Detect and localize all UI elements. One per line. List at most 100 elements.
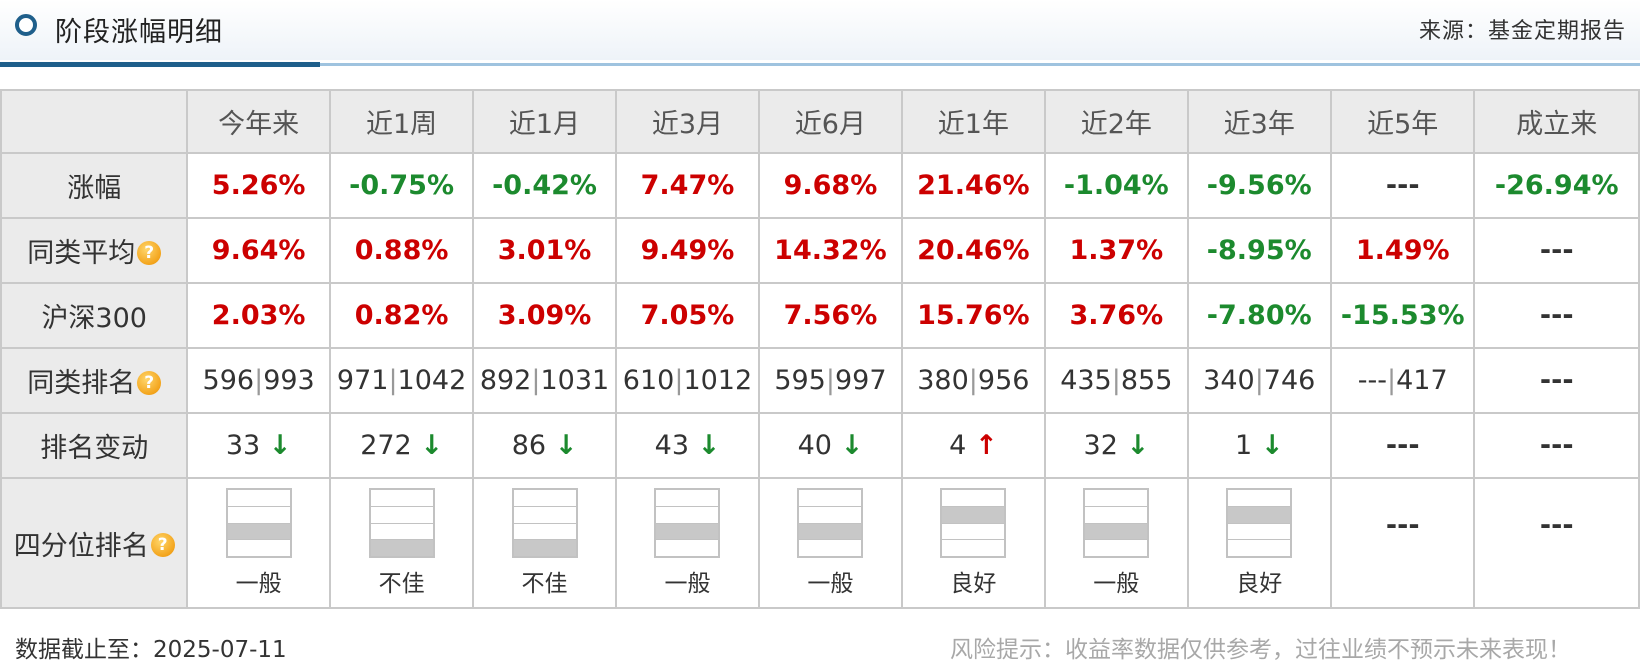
row-header-peer_rank: 同类排名? (0, 347, 189, 414)
rank-separator: | (254, 365, 264, 396)
rank-total: 417 (1396, 365, 1448, 396)
value-cell: 20.46% (900, 217, 1047, 284)
rank-change-value: 1 (1235, 430, 1253, 461)
quartile-label: 不佳 (521, 571, 568, 597)
value-cell: 2.03% (186, 282, 331, 349)
quartile-indicator (1083, 488, 1150, 558)
rank-change-cell: --- (1473, 412, 1640, 479)
value-cell: --- (1473, 282, 1640, 349)
percent-value: 0.88% (354, 235, 449, 266)
rank-separator: | (531, 365, 541, 396)
header-underline (320, 63, 1640, 66)
rank-change-value: 272 (360, 430, 412, 461)
rank-separator: | (825, 365, 835, 396)
arrow-up-icon: ↑ (974, 430, 998, 461)
value-cell: -0.75% (328, 152, 475, 219)
rank-change-value: 33 (225, 430, 261, 461)
column-header: 今年来 (186, 89, 331, 154)
value-cell: --- (1329, 152, 1476, 219)
quartile-segment (1228, 523, 1291, 541)
value-cell: 1.49% (1329, 217, 1476, 284)
rank-value: 595 (774, 365, 826, 396)
quartile-segment (1085, 506, 1148, 524)
percent-value: -1.04% (1063, 170, 1169, 201)
rank-cell: 340|746 (1186, 347, 1332, 414)
column-header: 近1月 (472, 89, 617, 154)
rank-change-cell: 272 ↓ (328, 412, 475, 479)
rank-change-cell: --- (1329, 412, 1476, 479)
quartile-label: 良好 (950, 571, 997, 597)
rank-separator: | (1254, 365, 1264, 396)
rank-change-cell: 4 ↑ (900, 412, 1047, 479)
percent-value: 7.47% (640, 170, 735, 201)
arrow-down-icon: ↓ (697, 430, 721, 461)
rank-separator: | (1111, 365, 1121, 396)
rank-value: 596 (202, 365, 255, 396)
percent-value: 20.46% (917, 235, 1030, 266)
rank-total: 993 (263, 365, 315, 396)
rank-change-value: 32 (1083, 430, 1118, 461)
quartile-segment (656, 523, 719, 541)
quartile-label: 一般 (807, 571, 854, 597)
value-cell: -15.53% (1329, 282, 1476, 349)
rank-separator: | (1387, 365, 1397, 396)
value-cell: -0.42% (472, 152, 617, 219)
rank-cell: 892|1031 (472, 347, 617, 414)
percent-value: 1.49% (1355, 235, 1450, 266)
column-header: 成立来 (1473, 89, 1640, 154)
quartile-indicator (225, 488, 292, 558)
help-icon[interactable]: ? (137, 240, 162, 265)
value-cell: -26.94% (1473, 152, 1640, 219)
row-header-quartile: 四分位排名? (0, 477, 189, 609)
column-header: 近2年 (1044, 89, 1189, 154)
rank-cell: ---|417 (1329, 347, 1476, 414)
quartile-label: 不佳 (378, 571, 425, 597)
quartile-label: 一般 (235, 571, 282, 597)
quartile-cell: 良好 (1186, 477, 1332, 609)
quartile-cell: 一般 (186, 477, 331, 609)
quartile-segment (799, 523, 862, 541)
value-cell: -7.80% (1186, 282, 1332, 349)
column-header: 近1周 (328, 89, 475, 154)
rank-value: 380 (917, 365, 969, 396)
rank-total: 1031 (540, 365, 610, 396)
value-cell: 3.09% (472, 282, 617, 349)
percent-value: 0.82% (354, 300, 449, 331)
percent-value: 21.46% (917, 170, 1030, 201)
column-header: 近5年 (1329, 89, 1476, 154)
rank-value: 892 (479, 365, 532, 396)
arrow-down-icon: ↓ (1260, 430, 1284, 461)
percent-value: -26.94% (1494, 170, 1619, 201)
arrow-down-icon: ↓ (554, 430, 578, 461)
quartile-cell: 良好 (900, 477, 1047, 609)
quartile-segment (513, 540, 576, 556)
row-quartile: 四分位排名? 一般 不佳 不佳 一般 一般 良好 一般 良好 --- --- (0, 477, 1640, 609)
value-cell: 0.88% (328, 217, 475, 284)
percent-value: 3.01% (497, 235, 592, 266)
percent-value: -0.42% (492, 170, 597, 201)
row-label: 同类平均 (27, 238, 136, 269)
rank-change-value: 4 (949, 430, 967, 461)
quartile-segment (227, 540, 290, 556)
quartile-segment (1085, 540, 1148, 556)
value-cell: 7.05% (614, 282, 761, 349)
quartile-segment (1228, 540, 1291, 556)
percent-value: 3.09% (497, 300, 592, 331)
help-icon[interactable]: ? (150, 533, 175, 557)
value-cell: 9.64% (186, 217, 331, 284)
value-cell: -1.04% (1044, 152, 1189, 219)
percent-value: 5.26% (211, 170, 306, 201)
rank-total: 1042 (397, 365, 467, 396)
percent-value: 9.64% (211, 235, 306, 266)
rank-total: 746 (1263, 365, 1316, 396)
row-label: 排名变动 (40, 433, 149, 464)
percent-value: 9.49% (640, 235, 735, 266)
column-header: 近1年 (900, 89, 1047, 154)
rank-cell: 380|956 (900, 347, 1047, 414)
rank-separator: | (968, 365, 978, 396)
performance-table: 今年来 近1周 近1月 近3月 近6月 近1年 近2年 近3年 近5年 成立来 涨幅 5.26% -0.… (0, 89, 1640, 609)
quartile-label: 一般 (1093, 571, 1140, 597)
row-rank_change: 排名变动 33 ↓ 272 ↓ 86 ↓ 43 ↓ 40 ↓ 4 ↑ 32 ↓ 1 ↓ --- --… (0, 412, 1640, 479)
percent-value: -9.56% (1206, 170, 1312, 201)
help-icon[interactable]: ? (137, 370, 162, 395)
